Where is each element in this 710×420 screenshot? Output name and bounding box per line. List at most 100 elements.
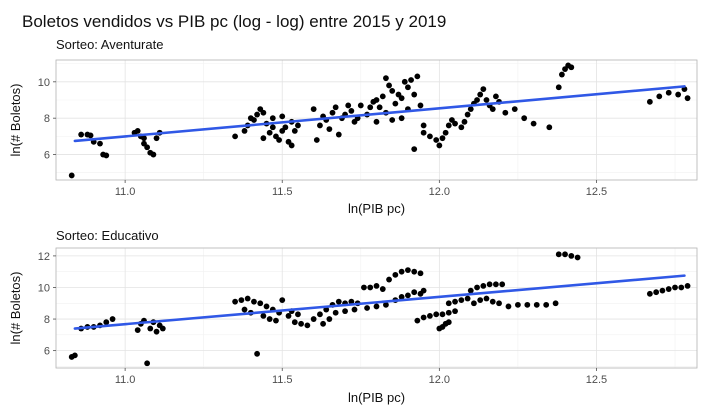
data-point bbox=[493, 281, 499, 288]
data-point bbox=[458, 124, 465, 131]
data-point bbox=[452, 120, 458, 127]
data-point bbox=[672, 284, 678, 291]
data-point bbox=[461, 118, 468, 125]
data-point bbox=[288, 142, 295, 149]
data-point bbox=[279, 297, 286, 304]
data-point bbox=[392, 100, 399, 107]
data-point bbox=[467, 106, 474, 112]
x-tick-label: 11.0 bbox=[115, 186, 136, 198]
data-point bbox=[263, 303, 270, 310]
data-point bbox=[398, 95, 405, 102]
data-point bbox=[433, 311, 440, 318]
data-point bbox=[251, 298, 257, 305]
data-point bbox=[326, 126, 333, 132]
data-point bbox=[414, 73, 421, 80]
data-point bbox=[452, 298, 458, 305]
panel-border bbox=[55, 247, 698, 369]
y-tick-label: 10 bbox=[38, 77, 50, 89]
data-point bbox=[134, 327, 141, 334]
data-point bbox=[464, 111, 471, 118]
data-point bbox=[411, 268, 418, 275]
y-axis-title: ln(# Boletos) bbox=[8, 272, 23, 345]
data-point bbox=[477, 297, 484, 304]
data-point bbox=[241, 306, 248, 313]
data-point bbox=[335, 131, 342, 138]
data-point bbox=[656, 93, 663, 100]
data-point bbox=[514, 301, 521, 308]
data-point bbox=[401, 78, 408, 85]
data-point bbox=[361, 284, 367, 291]
data-point bbox=[574, 254, 581, 261]
data-point bbox=[266, 129, 273, 136]
data-point bbox=[279, 128, 286, 134]
data-point bbox=[653, 289, 660, 296]
x-tick-label: 11.5 bbox=[272, 374, 293, 386]
data-point bbox=[295, 122, 301, 129]
data-point bbox=[427, 133, 433, 140]
x-tick-label: 11.0 bbox=[115, 374, 136, 386]
data-point bbox=[68, 172, 75, 179]
data-point bbox=[71, 352, 78, 359]
data-point bbox=[483, 97, 490, 103]
data-point bbox=[474, 284, 480, 291]
data-point bbox=[405, 84, 411, 91]
data-point bbox=[477, 91, 484, 98]
x-axis-title: ln(PIB pc) bbox=[348, 201, 405, 216]
data-point bbox=[291, 319, 298, 326]
data-point bbox=[405, 267, 411, 274]
data-point bbox=[405, 292, 411, 299]
data-point bbox=[298, 320, 304, 327]
data-point bbox=[530, 120, 537, 127]
data-point bbox=[238, 297, 245, 304]
data-point bbox=[97, 140, 103, 147]
data-point bbox=[244, 295, 251, 302]
data-point bbox=[533, 301, 540, 308]
data-point bbox=[109, 316, 116, 322]
data-point bbox=[417, 270, 424, 277]
x-axis-title: ln(PIB pc) bbox=[348, 390, 405, 405]
data-point bbox=[562, 251, 568, 258]
trend-line bbox=[73, 274, 686, 330]
data-point bbox=[87, 132, 94, 139]
panel-educativo: Sorteo: Educativo 11.0 11.5 12.0 12.5 6 8 10 12 l… bbox=[8, 228, 698, 405]
data-point bbox=[524, 301, 531, 308]
y-tick-label: 6 bbox=[44, 346, 50, 358]
data-point bbox=[464, 295, 471, 302]
data-point bbox=[291, 128, 298, 134]
data-point bbox=[276, 137, 282, 143]
y-tick-label: 12 bbox=[38, 251, 50, 263]
panel-border bbox=[55, 59, 698, 181]
data-point bbox=[273, 317, 279, 324]
data-point bbox=[335, 298, 342, 305]
data-point bbox=[310, 106, 317, 112]
data-point bbox=[313, 137, 320, 143]
x-tick-label: 12.0 bbox=[429, 186, 450, 198]
data-point bbox=[568, 252, 575, 259]
data-point bbox=[376, 104, 383, 111]
data-point bbox=[266, 316, 273, 322]
data-point bbox=[499, 281, 506, 288]
data-point bbox=[489, 298, 496, 305]
data-point bbox=[351, 306, 358, 313]
data-point bbox=[260, 109, 267, 116]
data-point bbox=[452, 308, 458, 315]
data-point bbox=[568, 64, 575, 71]
data-point bbox=[552, 300, 559, 307]
data-point bbox=[254, 350, 260, 357]
data-point bbox=[445, 319, 452, 326]
data-point bbox=[78, 131, 85, 138]
data-point bbox=[502, 109, 509, 116]
data-point bbox=[304, 322, 311, 329]
data-point bbox=[445, 122, 452, 129]
data-point bbox=[257, 300, 264, 307]
x-tick-label: 11.5 bbox=[272, 186, 293, 198]
data-point bbox=[511, 106, 518, 112]
data-point bbox=[398, 294, 405, 300]
data-point bbox=[251, 117, 257, 123]
data-point bbox=[411, 146, 418, 152]
data-point bbox=[269, 115, 276, 122]
data-point bbox=[153, 328, 160, 335]
data-point bbox=[295, 311, 301, 318]
data-point bbox=[678, 284, 685, 291]
